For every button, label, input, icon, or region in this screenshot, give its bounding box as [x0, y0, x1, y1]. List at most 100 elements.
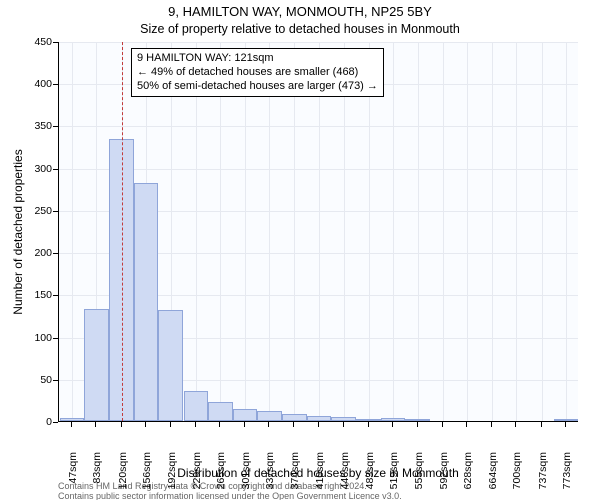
- gridline-vertical: [443, 42, 444, 421]
- x-tick-label: 156sqm: [141, 452, 153, 497]
- x-tick-label: 83sqm: [91, 452, 103, 497]
- gridline-vertical: [369, 42, 370, 421]
- x-tick: [219, 422, 220, 427]
- gridline-vertical: [344, 42, 345, 421]
- x-tick-label: 47sqm: [67, 452, 79, 497]
- x-tick: [343, 422, 344, 427]
- x-tick: [170, 422, 171, 427]
- x-tick-label: 773sqm: [561, 452, 573, 497]
- info-line-3: 50% of semi-detached houses are larger (…: [137, 80, 378, 94]
- histogram-bar: [184, 391, 209, 421]
- y-tick-label: 250: [22, 205, 52, 217]
- y-tick-label: 150: [22, 289, 52, 301]
- gridline-vertical: [467, 42, 468, 421]
- x-tick-label: 519sqm: [388, 452, 400, 497]
- x-tick-label: 483sqm: [364, 452, 376, 497]
- gridline-vertical: [516, 42, 517, 421]
- x-tick: [145, 422, 146, 427]
- x-tick-label: 410sqm: [314, 452, 326, 497]
- x-tick-label: 555sqm: [413, 452, 425, 497]
- x-tick: [392, 422, 393, 427]
- chart-title: 9, HAMILTON WAY, MONMOUTH, NP25 5BY: [0, 4, 600, 19]
- y-tick-label: 100: [22, 332, 52, 344]
- x-tick: [293, 422, 294, 427]
- x-tick: [71, 422, 72, 427]
- histogram-bar: [282, 414, 307, 421]
- info-line-1: 9 HAMILTON WAY: 121sqm: [137, 52, 378, 66]
- y-tick: [53, 422, 58, 423]
- x-tick: [95, 422, 96, 427]
- chart-subtitle: Size of property relative to detached ho…: [0, 22, 600, 36]
- y-tick-label: 400: [22, 78, 52, 90]
- gridline-vertical: [72, 42, 73, 421]
- x-tick-label: 337sqm: [264, 452, 276, 497]
- x-tick: [417, 422, 418, 427]
- histogram-bar: [158, 310, 183, 421]
- gridline-vertical: [566, 42, 567, 421]
- gridline-vertical: [269, 42, 270, 421]
- gridline-vertical: [294, 42, 295, 421]
- x-tick-label: 374sqm: [289, 452, 301, 497]
- histogram-bar: [134, 183, 159, 421]
- y-tick-label: 200: [22, 247, 52, 259]
- histogram-bar: [405, 419, 430, 421]
- y-tick: [53, 84, 58, 85]
- histogram-bar: [307, 416, 332, 421]
- x-tick: [565, 422, 566, 427]
- histogram-bar: [356, 419, 381, 421]
- gridline-vertical: [220, 42, 221, 421]
- x-tick: [466, 422, 467, 427]
- gridline-vertical: [393, 42, 394, 421]
- x-tick: [442, 422, 443, 427]
- x-tick-label: 592sqm: [438, 452, 450, 497]
- gridline-vertical: [492, 42, 493, 421]
- y-tick: [53, 380, 58, 381]
- y-tick: [53, 126, 58, 127]
- info-callout-box: 9 HAMILTON WAY: 121sqm ← 49% of detached…: [131, 48, 384, 97]
- gridline-vertical: [319, 42, 320, 421]
- x-tick-label: 301sqm: [240, 452, 252, 497]
- histogram-bar: [381, 418, 406, 421]
- gridline-vertical: [418, 42, 419, 421]
- x-tick: [541, 422, 542, 427]
- x-tick-label: 664sqm: [487, 452, 499, 497]
- y-tick-label: 450: [22, 36, 52, 48]
- reference-line: [122, 42, 123, 421]
- histogram-bar: [233, 409, 258, 421]
- x-tick-label: 229sqm: [191, 452, 203, 497]
- y-tick-label: 50: [22, 374, 52, 386]
- histogram-bar: [554, 419, 579, 421]
- y-tick: [53, 42, 58, 43]
- gridline-vertical: [196, 42, 197, 421]
- y-tick: [53, 169, 58, 170]
- x-tick: [121, 422, 122, 427]
- x-tick-label: 628sqm: [462, 452, 474, 497]
- y-tick-label: 300: [22, 163, 52, 175]
- x-tick-label: 265sqm: [215, 452, 227, 497]
- y-tick: [53, 295, 58, 296]
- histogram-bar: [208, 402, 233, 421]
- plot-area: 9 HAMILTON WAY: 121sqm ← 49% of detached…: [58, 42, 578, 422]
- y-tick: [53, 338, 58, 339]
- x-tick: [244, 422, 245, 427]
- x-tick: [368, 422, 369, 427]
- y-tick: [53, 211, 58, 212]
- x-tick: [491, 422, 492, 427]
- info-line-2: ← 49% of detached houses are smaller (46…: [137, 66, 378, 80]
- histogram-bar: [331, 417, 356, 421]
- histogram-bar: [60, 418, 85, 421]
- y-tick-label: 350: [22, 120, 52, 132]
- x-tick: [318, 422, 319, 427]
- x-tick-label: 192sqm: [166, 452, 178, 497]
- y-tick-label: 0: [22, 416, 52, 428]
- x-tick-label: 737sqm: [537, 452, 549, 497]
- x-tick-label: 700sqm: [511, 452, 523, 497]
- histogram-bar: [257, 411, 282, 421]
- x-tick-label: 120sqm: [117, 452, 129, 497]
- x-tick: [195, 422, 196, 427]
- gridline-vertical: [245, 42, 246, 421]
- histogram-bar: [84, 309, 109, 421]
- chart-container: 9, HAMILTON WAY, MONMOUTH, NP25 5BY Size…: [0, 0, 600, 500]
- x-tick: [515, 422, 516, 427]
- x-tick-label: 446sqm: [339, 452, 351, 497]
